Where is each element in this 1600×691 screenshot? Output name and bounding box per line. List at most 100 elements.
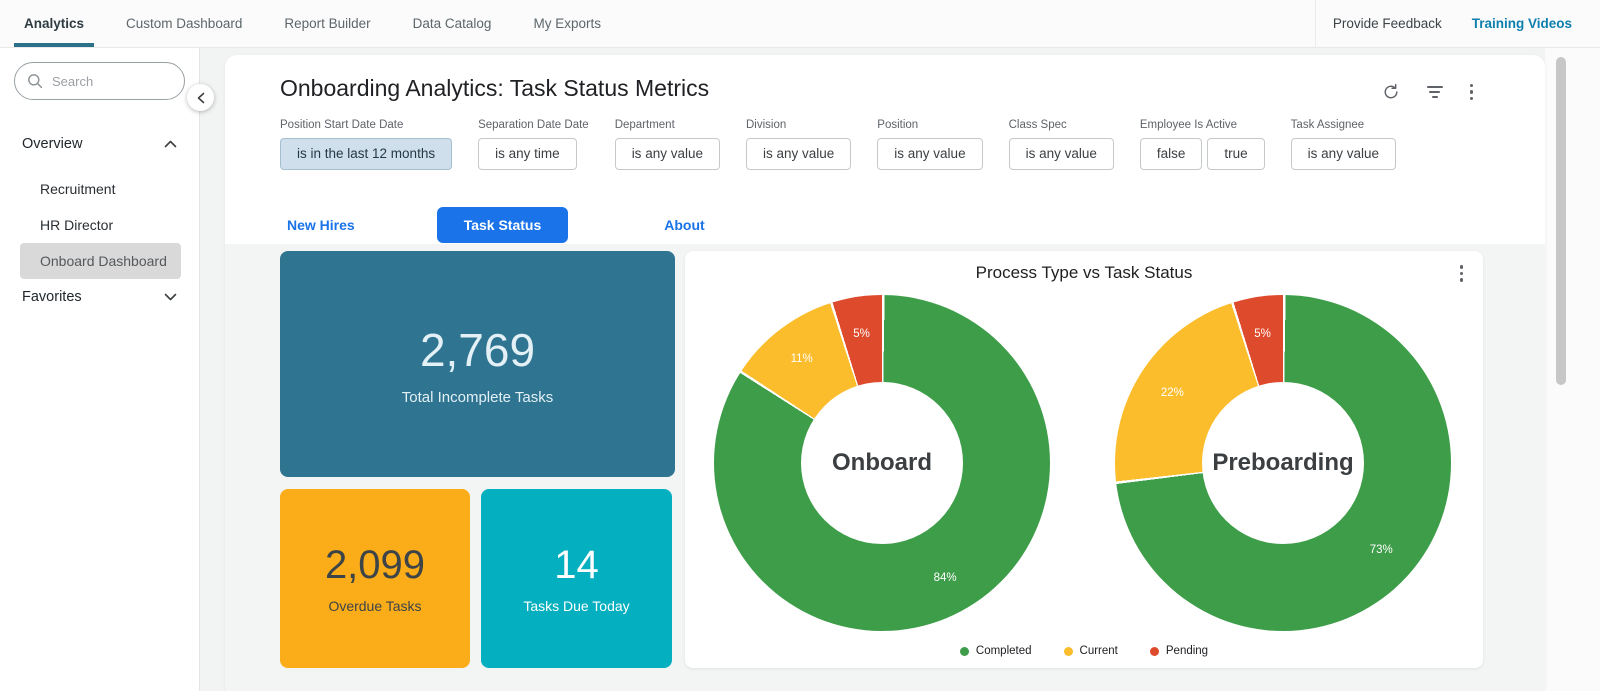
search-input[interactable] [52, 73, 172, 89]
sidebar-item-label: Recruitment [40, 181, 116, 197]
filter-position: Position is any value [877, 119, 983, 170]
filter-chip[interactable]: is any value [614, 138, 720, 170]
filter-class-spec: Class Spec is any value [1008, 119, 1114, 170]
metric-card-total-incomplete-tasks[interactable]: 2,769 Total Incomplete Tasks [280, 251, 675, 477]
tab-task-status[interactable]: Task Status [436, 207, 569, 243]
donut-chart-onboard[interactable]: Onboard 84% 11% 5% [714, 295, 1050, 631]
nav-tab-analytics[interactable]: Analytics [14, 0, 95, 47]
chart-card-process-type-vs-task-status: Process Type vs Task Status Onboard 84% 1… [685, 251, 1483, 668]
refresh-icon[interactable] [1382, 83, 1400, 101]
legend-label: Current [1079, 645, 1118, 657]
donut-center-label: Onboard [832, 449, 932, 476]
sidebar-section-overview[interactable]: Overview [0, 126, 199, 162]
filter-division: Division is any value [745, 119, 852, 170]
donut-slice-label: 22% [1160, 386, 1184, 399]
filter-department: Department is any value [614, 119, 720, 170]
page-title: Onboarding Analytics: Task Status Metric… [280, 75, 710, 101]
donut-slice-label: 11% [790, 353, 813, 366]
filter-label: Division [745, 119, 787, 131]
tab-about[interactable]: About [664, 217, 705, 233]
filter-chip[interactable]: is any value [877, 138, 983, 170]
training-videos-link[interactable]: Training Videos [1471, 16, 1572, 31]
sidebar-overview-items: Recruitment HR Director Onboard Dashboar… [0, 171, 199, 279]
nav-tab-data-catalog[interactable]: Data Catalog [403, 0, 502, 47]
kebab-menu-icon[interactable] [1469, 83, 1473, 101]
nav-tab-my-exports[interactable]: My Exports [523, 0, 611, 47]
metric-card-tasks-due-today[interactable]: 14 Tasks Due Today [481, 489, 672, 668]
chevron-down-icon [164, 293, 177, 301]
metric-label: Overdue Tasks [328, 598, 422, 614]
scrollbar-gutter [1545, 48, 1600, 691]
filter-label: Position [877, 119, 919, 131]
filter-position-start-date: Position Start Date Date is in the last … [280, 119, 453, 170]
filter-chip[interactable]: is any time [478, 138, 577, 170]
search-box[interactable] [14, 62, 185, 100]
search-icon [27, 73, 43, 89]
view-tabs: New Hires Task Status About [280, 205, 705, 245]
chart-legend: Completed Current Pending [685, 645, 1483, 657]
kebab-menu-icon[interactable] [1459, 265, 1463, 282]
sidebar-item-label: HR Director [40, 217, 114, 233]
nav-right-group: Provide Feedback Training Videos [1314, 0, 1600, 48]
legend-label: Completed [975, 645, 1032, 657]
sidebar-section-label: Favorites [22, 289, 82, 305]
dashboard-panel: Onboarding Analytics: Task Status Metric… [225, 55, 1545, 691]
legend-item-pending[interactable]: Pending [1149, 645, 1209, 657]
donut-slice-label: 73% [1369, 543, 1393, 556]
filter-chip-false[interactable]: false [1139, 138, 1203, 170]
sidebar-collapse-button[interactable] [187, 84, 214, 111]
donut-center-label: Preboarding [1212, 449, 1354, 476]
nav-tab-report-builder[interactable]: Report Builder [274, 0, 380, 47]
legend-dot-pending [1149, 646, 1159, 656]
tab-new-hires[interactable]: New Hires [287, 217, 355, 233]
filter-label: Task Assignee [1290, 119, 1365, 131]
sidebar-section-label: Overview [22, 136, 83, 152]
legend-label: Pending [1165, 645, 1209, 657]
donut-slice-label: 84% [933, 571, 957, 584]
nav-tab-label: Custom Dashboard [126, 16, 243, 31]
metric-card-overdue-tasks[interactable]: 2,099 Overdue Tasks [280, 489, 470, 668]
sidebar-item-hr-director[interactable]: HR Director [20, 207, 181, 243]
filter-label: Department [614, 119, 675, 131]
filter-chip[interactable]: is any value [1290, 138, 1396, 170]
legend-item-completed[interactable]: Completed [959, 645, 1032, 657]
active-tab-underline [14, 43, 95, 47]
legend-item-current[interactable]: Current [1063, 645, 1118, 657]
filter-icon[interactable] [1426, 86, 1443, 98]
nav-tab-label: Report Builder [284, 16, 371, 31]
sidebar-item-recruitment[interactable]: Recruitment [20, 171, 181, 207]
sidebar-item-onboard-dashboard[interactable]: Onboard Dashboard [20, 243, 181, 279]
filter-label: Position Start Date Date [280, 119, 404, 131]
chevron-up-icon [164, 140, 177, 148]
filter-separation-date: Separation Date Date is any time [478, 119, 589, 170]
sidebar-section-favorites[interactable]: Favorites [0, 279, 199, 315]
metric-label: Total Incomplete Tasks [401, 388, 554, 406]
filter-task-assignee: Task Assignee is any value [1290, 119, 1396, 170]
chevron-left-icon [197, 92, 205, 104]
sidebar-item-label: Onboard Dashboard [40, 253, 167, 269]
filter-chip[interactable]: is in the last 12 months [280, 138, 453, 170]
donut-chart-preboarding[interactable]: Preboarding 73% 22% 5% [1115, 295, 1451, 631]
filter-bar: Position Start Date Date is in the last … [280, 119, 1396, 170]
filter-label: Class Spec [1008, 119, 1067, 131]
filter-label: Separation Date Date [478, 119, 589, 131]
nav-tab-custom-dashboard[interactable]: Custom Dashboard [116, 0, 252, 47]
sidebar: Overview Recruitment HR Director Onboard… [0, 48, 200, 691]
donut-slice-label: 5% [1254, 327, 1271, 340]
legend-dot-completed [959, 646, 969, 656]
vertical-scrollbar[interactable] [1556, 57, 1566, 385]
donut-center: Preboarding [1202, 382, 1364, 544]
metric-value: 14 [554, 543, 599, 587]
provide-feedback-link[interactable]: Provide Feedback [1332, 16, 1442, 31]
filter-employee-is-active: Employee Is Active false true [1139, 119, 1265, 170]
metric-label: Tasks Due Today [523, 598, 630, 614]
metric-value: 2,769 [419, 323, 536, 376]
filter-label: Employee Is Active [1139, 119, 1238, 131]
panel-action-icons [1382, 83, 1473, 101]
filter-chip[interactable]: is any value [1008, 138, 1114, 170]
nav-tab-label: Analytics [24, 16, 85, 31]
filter-chip-true[interactable]: true [1207, 138, 1265, 170]
nav-divider [1314, 0, 1316, 48]
filter-chip[interactable]: is any value [745, 138, 852, 170]
